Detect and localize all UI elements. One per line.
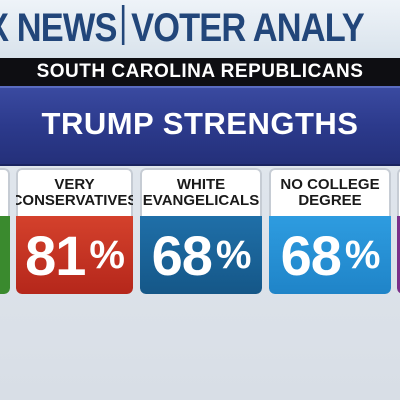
subtitle-text: SOUTH CAROLINA REPUBLICANS [36, 61, 364, 82]
subtitle-bar: SOUTH CAROLINA REPUBLICANS [0, 58, 400, 86]
network-logo: X NEWS [0, 6, 117, 50]
partial-card-left-head [0, 168, 10, 216]
label-line-1: VERY [54, 176, 95, 193]
heading-title: TRUMP STRENGTHS [41, 106, 359, 141]
stat-card-value: 68% [140, 216, 262, 294]
heading-band: TRUMP STRENGTHS [0, 86, 400, 166]
stat-card-no-college-degree: NO COLLEGE DEGREE 68% [269, 168, 391, 294]
label-line-2: EVANGELICALS [142, 192, 260, 209]
partial-card-left [0, 168, 10, 294]
network-title: X NEWS VOTER ANALY [0, 4, 365, 52]
label-line-1: NO COLLEGE [280, 176, 380, 193]
stat-card-white-evangelicals: WHITE EVANGELICALS 68% [140, 168, 262, 294]
value-unit: % [89, 232, 125, 277]
label-line-2: CONSERVATIVES [16, 192, 133, 209]
value-unit: % [344, 232, 381, 277]
value-number: 68 [280, 223, 342, 287]
segment-title: VOTER ANALY [131, 6, 365, 50]
stat-card-label: VERY CONSERVATIVES [16, 168, 133, 216]
value-number: 81 [25, 223, 86, 287]
stat-card-label: WHITE EVANGELICALS [140, 168, 262, 216]
stat-card-very-conservatives: VERY CONSERVATIVES 81% [16, 168, 133, 294]
top-banner: X NEWS VOTER ANALY [0, 0, 400, 60]
value-number: 68 [151, 223, 213, 287]
value-unit: % [215, 232, 252, 277]
partial-card-right-value [397, 216, 400, 294]
partial-card-right [397, 168, 400, 294]
partial-card-left-value [0, 216, 10, 294]
label-line-1: WHITE [176, 176, 226, 193]
partial-card-right-head [397, 168, 400, 216]
label-line-2: DEGREE [298, 192, 362, 209]
stat-card-label: NO COLLEGE DEGREE [269, 168, 391, 216]
stat-card-value: 68% [269, 216, 391, 294]
title-divider [121, 5, 125, 45]
stat-card-value: 81% [16, 216, 133, 294]
